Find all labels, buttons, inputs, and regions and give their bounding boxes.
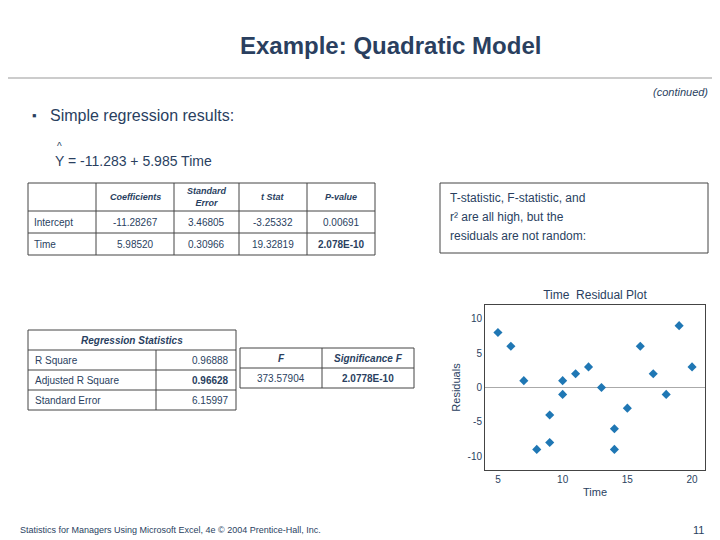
svg-text:0.96628: 0.96628 bbox=[192, 375, 229, 386]
svg-text:T-statistic, F-statistic, and: T-statistic, F-statistic, and bbox=[450, 191, 585, 205]
svg-text:Time: Time bbox=[34, 239, 56, 250]
svg-text:11: 11 bbox=[693, 524, 704, 536]
svg-text:10: 10 bbox=[471, 313, 483, 324]
svg-text:Standard Error: Standard Error bbox=[35, 395, 101, 406]
svg-text:Time: Time bbox=[583, 486, 607, 498]
svg-text:residuals are not random:: residuals are not random: bbox=[450, 229, 586, 243]
svg-text:19.32819: 19.32819 bbox=[252, 239, 294, 250]
svg-text:F: F bbox=[278, 353, 285, 364]
svg-text:Adjusted R Square: Adjusted R Square bbox=[35, 375, 119, 386]
svg-text:5.98520: 5.98520 bbox=[117, 239, 154, 250]
svg-text:P-value: P-value bbox=[325, 192, 357, 202]
svg-text:Intercept: Intercept bbox=[34, 217, 73, 228]
svg-text:20: 20 bbox=[686, 474, 698, 485]
svg-text:3.46805: 3.46805 bbox=[188, 217, 225, 228]
svg-text:Time Residual Plot: Time Residual Plot bbox=[543, 288, 647, 302]
svg-text:5: 5 bbox=[495, 474, 501, 485]
svg-text:▪: ▪ bbox=[32, 108, 37, 123]
svg-text:R Square: R Square bbox=[35, 355, 78, 366]
svg-text:2.0778E-10: 2.0778E-10 bbox=[342, 373, 394, 384]
svg-text:Simple regression results:: Simple regression results: bbox=[50, 107, 234, 124]
svg-text:6.15997: 6.15997 bbox=[192, 395, 229, 406]
svg-text:5: 5 bbox=[476, 348, 482, 359]
svg-text:-5: -5 bbox=[473, 416, 482, 427]
svg-text:0.30966: 0.30966 bbox=[188, 239, 225, 250]
svg-text:^: ^ bbox=[57, 141, 62, 152]
svg-text:2.078E-10: 2.078E-10 bbox=[318, 239, 365, 250]
svg-text:t Stat: t Stat bbox=[261, 192, 285, 202]
svg-text:(continued): (continued) bbox=[653, 86, 708, 98]
svg-text:0: 0 bbox=[476, 382, 482, 393]
svg-text:Coefficients: Coefficients bbox=[110, 192, 161, 202]
svg-text:-11.28267: -11.28267 bbox=[113, 217, 158, 228]
svg-text:-10: -10 bbox=[468, 451, 483, 462]
svg-text:-3.25332: -3.25332 bbox=[253, 217, 293, 228]
svg-text:Y = -11.283 + 5.985 Time: Y = -11.283 + 5.985 Time bbox=[55, 153, 212, 169]
svg-text:Statistics for Managers Using: Statistics for Managers Using Microsoft … bbox=[20, 525, 321, 535]
svg-text:Regression Statistics: Regression Statistics bbox=[81, 335, 183, 346]
svg-text:Example: Quadratic Model: Example: Quadratic Model bbox=[240, 32, 541, 59]
svg-text:15: 15 bbox=[622, 474, 634, 485]
svg-text:Significance F: Significance F bbox=[334, 353, 403, 364]
svg-text:Residuals: Residuals bbox=[450, 363, 462, 412]
svg-text:r² are all high, but the: r² are all high, but the bbox=[450, 210, 564, 224]
svg-text:StandardError: StandardError bbox=[187, 186, 227, 208]
svg-text:0.00691: 0.00691 bbox=[323, 217, 360, 228]
svg-text:0.96888: 0.96888 bbox=[192, 355, 229, 366]
svg-text:10: 10 bbox=[557, 474, 569, 485]
svg-text:373.57904: 373.57904 bbox=[257, 373, 305, 384]
